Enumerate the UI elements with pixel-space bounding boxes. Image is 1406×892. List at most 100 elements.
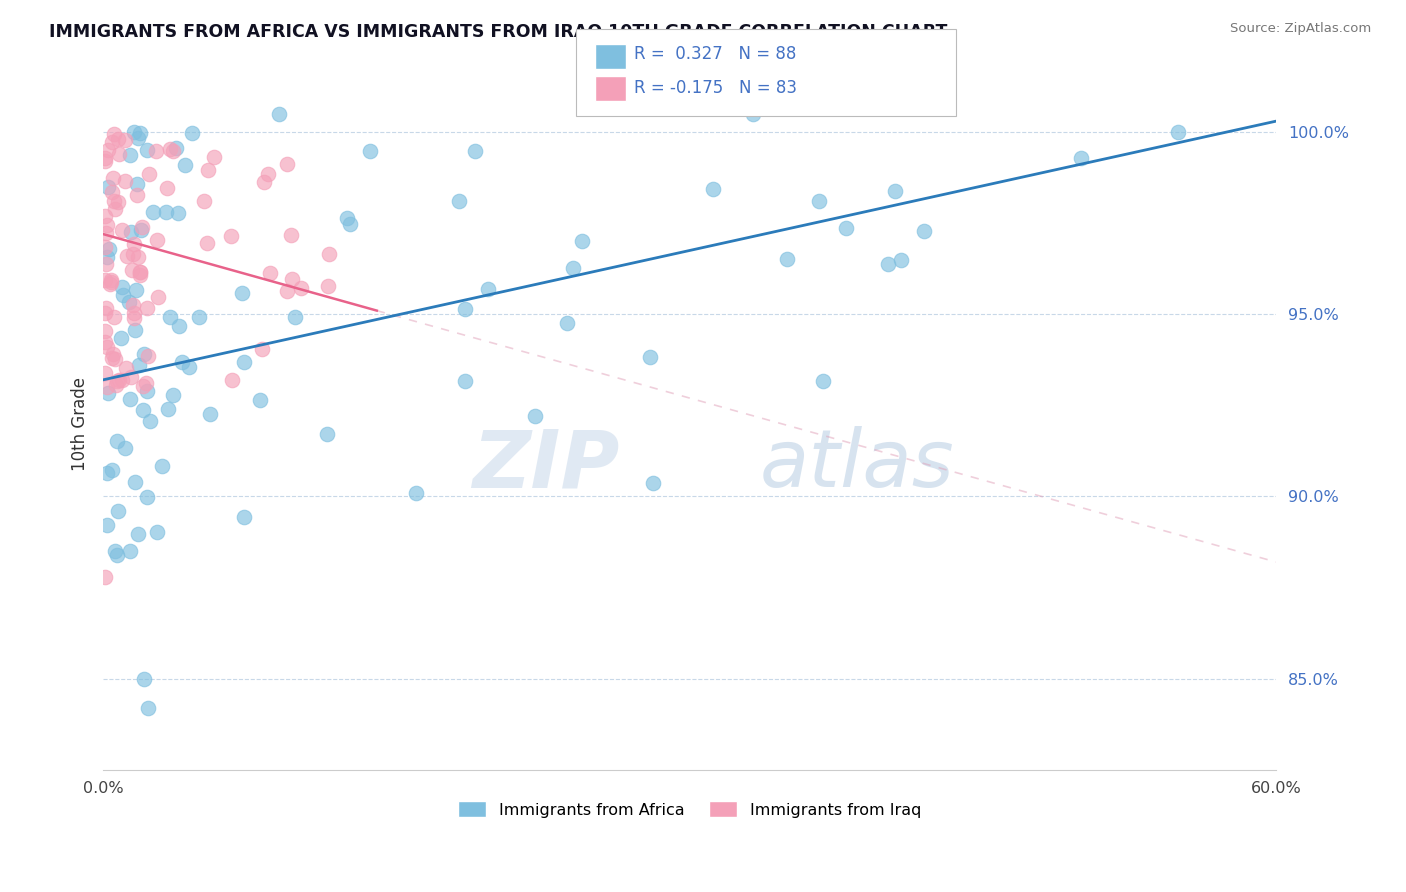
Immigrants from Iraq bbox=[122, 247, 145, 261]
Immigrants from Africa bbox=[405, 486, 427, 500]
Immigrants from Africa bbox=[97, 242, 120, 256]
Immigrants from Africa bbox=[127, 131, 149, 145]
Immigrants from Iraq bbox=[197, 235, 219, 250]
Immigrants from Iraq bbox=[202, 149, 225, 163]
Immigrants from Iraq bbox=[103, 128, 125, 142]
Immigrants from Iraq bbox=[105, 374, 128, 388]
Immigrants from Iraq bbox=[122, 306, 145, 320]
Text: R = -0.175   N = 83: R = -0.175 N = 83 bbox=[634, 79, 797, 97]
Immigrants from Africa bbox=[125, 178, 148, 192]
Immigrants from Africa bbox=[562, 260, 585, 275]
Immigrants from Africa bbox=[180, 126, 202, 140]
Immigrants from Iraq bbox=[94, 209, 117, 223]
Immigrants from Iraq bbox=[276, 284, 298, 298]
Immigrants from Africa bbox=[165, 141, 187, 155]
Text: atlas: atlas bbox=[761, 426, 955, 504]
Immigrants from Africa bbox=[464, 144, 486, 158]
Immigrants from Africa bbox=[111, 280, 134, 294]
Immigrants from Iraq bbox=[221, 373, 243, 387]
Immigrants from Africa bbox=[142, 204, 165, 219]
Immigrants from Africa bbox=[96, 250, 118, 264]
Immigrants from Iraq bbox=[253, 175, 276, 189]
Immigrants from Iraq bbox=[114, 360, 136, 375]
Immigrants from Iraq bbox=[100, 273, 122, 287]
Immigrants from Iraq bbox=[256, 167, 278, 181]
Immigrants from Africa bbox=[135, 144, 157, 158]
Immigrants from Iraq bbox=[129, 265, 152, 279]
Immigrants from Iraq bbox=[197, 163, 219, 178]
Immigrants from Iraq bbox=[131, 220, 153, 235]
Immigrants from Iraq bbox=[125, 188, 148, 202]
Immigrants from Africa bbox=[813, 374, 835, 388]
Immigrants from Iraq bbox=[138, 167, 160, 181]
Immigrants from Iraq bbox=[159, 142, 181, 156]
Immigrants from Africa bbox=[138, 700, 160, 714]
Immigrants from Iraq bbox=[104, 352, 127, 367]
Immigrants from Africa bbox=[173, 158, 195, 172]
Immigrants from Iraq bbox=[103, 194, 125, 209]
Immigrants from Iraq bbox=[136, 301, 159, 315]
Immigrants from Iraq bbox=[101, 136, 124, 150]
Immigrants from Africa bbox=[139, 415, 162, 429]
Immigrants from Africa bbox=[198, 407, 221, 421]
Immigrants from Africa bbox=[571, 234, 593, 248]
Immigrants from Africa bbox=[118, 294, 141, 309]
Immigrants from Africa bbox=[454, 302, 477, 317]
Immigrants from Africa bbox=[807, 194, 830, 208]
Immigrants from Africa bbox=[120, 544, 142, 558]
Immigrants from Iraq bbox=[94, 301, 117, 316]
Text: Source: ZipAtlas.com: Source: ZipAtlas.com bbox=[1230, 22, 1371, 36]
Immigrants from Iraq bbox=[122, 237, 145, 252]
Immigrants from Iraq bbox=[94, 257, 117, 271]
Immigrants from Iraq bbox=[101, 346, 124, 360]
Immigrants from Africa bbox=[643, 476, 665, 491]
Immigrants from Iraq bbox=[107, 132, 129, 146]
Immigrants from Iraq bbox=[115, 249, 138, 263]
Immigrants from Iraq bbox=[162, 145, 184, 159]
Immigrants from Iraq bbox=[94, 324, 117, 338]
Immigrants from Iraq bbox=[290, 281, 312, 295]
Immigrants from Africa bbox=[454, 375, 477, 389]
Immigrants from Africa bbox=[232, 510, 254, 524]
Immigrants from Africa bbox=[120, 392, 142, 406]
Immigrants from Iraq bbox=[98, 277, 121, 291]
Immigrants from Africa bbox=[146, 525, 169, 540]
Immigrants from Iraq bbox=[121, 297, 143, 311]
Immigrants from Iraq bbox=[148, 290, 170, 304]
Immigrants from Iraq bbox=[97, 144, 120, 158]
Immigrants from Iraq bbox=[96, 219, 118, 233]
Immigrants from Iraq bbox=[94, 239, 117, 253]
Immigrants from Africa bbox=[135, 490, 157, 504]
Immigrants from Africa bbox=[249, 392, 271, 407]
Text: ZIP: ZIP bbox=[472, 426, 619, 504]
Immigrants from Iraq bbox=[114, 133, 136, 147]
Immigrants from Africa bbox=[100, 463, 122, 477]
Immigrants from Iraq bbox=[94, 273, 117, 287]
Immigrants from Iraq bbox=[107, 194, 129, 209]
Immigrants from Iraq bbox=[136, 349, 159, 363]
Immigrants from Africa bbox=[166, 205, 188, 219]
Immigrants from Africa bbox=[120, 226, 142, 240]
Immigrants from Africa bbox=[177, 360, 200, 375]
Immigrants from Africa bbox=[132, 347, 155, 361]
Immigrants from Iraq bbox=[155, 181, 177, 195]
Immigrants from Africa bbox=[132, 672, 155, 686]
Immigrants from Africa bbox=[555, 316, 578, 330]
Immigrants from Iraq bbox=[94, 569, 117, 583]
Immigrants from Africa bbox=[124, 323, 146, 337]
Immigrants from Africa bbox=[124, 475, 146, 490]
Immigrants from Africa bbox=[97, 179, 120, 194]
Immigrants from Africa bbox=[105, 434, 128, 448]
Immigrants from Iraq bbox=[280, 272, 302, 286]
Immigrants from Iraq bbox=[318, 246, 340, 260]
Immigrants from Iraq bbox=[193, 194, 215, 208]
Immigrants from Africa bbox=[876, 257, 898, 271]
Immigrants from Iraq bbox=[107, 373, 129, 387]
Immigrants from Africa bbox=[124, 125, 146, 139]
Immigrants from Iraq bbox=[96, 339, 118, 353]
Immigrants from Africa bbox=[284, 310, 307, 325]
Immigrants from Iraq bbox=[94, 306, 117, 320]
Immigrants from Iraq bbox=[100, 275, 122, 289]
Immigrants from Africa bbox=[162, 388, 184, 402]
Immigrants from Africa bbox=[1070, 151, 1092, 165]
